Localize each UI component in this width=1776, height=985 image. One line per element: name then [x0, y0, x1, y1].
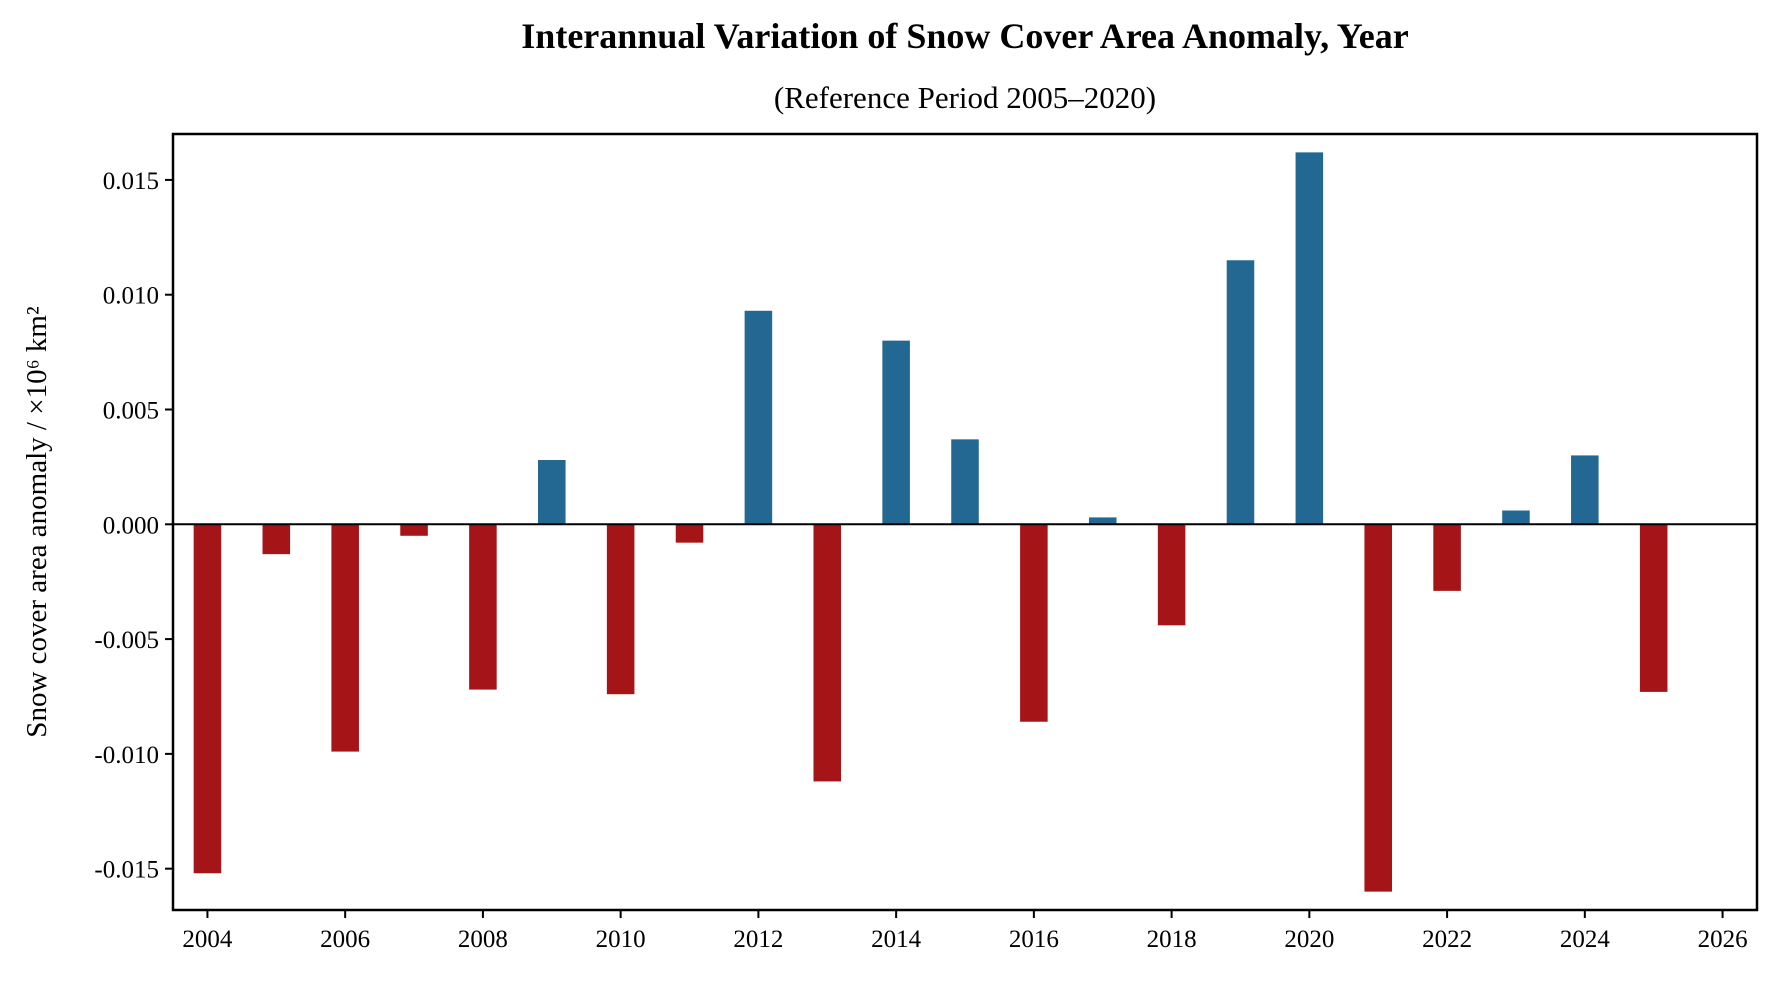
y-tick-label: -0.010 — [94, 742, 159, 769]
plot-frame — [171, 132, 1759, 912]
bar-2011 — [675, 524, 704, 543]
y-tick-label: -0.005 — [94, 627, 159, 654]
bar-2022 — [1433, 524, 1461, 591]
chart-title: Interannual Variation of Snow Cover Area… — [521, 16, 1408, 56]
bar-2005 — [262, 524, 291, 555]
bar-2023 — [1502, 510, 1530, 525]
bar-2025 — [1639, 524, 1668, 692]
bar-2010 — [606, 524, 635, 695]
x-tick-label: 2004 — [182, 926, 233, 953]
bar-2019 — [1226, 260, 1255, 525]
bar-2013 — [813, 524, 842, 782]
bar-2004 — [193, 524, 222, 874]
x-tick-label: 2016 — [1009, 926, 1059, 953]
y-tick-label: 0.000 — [103, 512, 159, 539]
y-tick-label: 0.015 — [103, 168, 159, 195]
bar-2012 — [744, 310, 773, 525]
y-axis-label: Snow cover area anomaly / ×10⁶ km² — [21, 306, 53, 738]
bar-2024 — [1571, 455, 1599, 525]
bar-2016 — [1020, 524, 1048, 722]
bar-2021 — [1364, 524, 1392, 892]
y-tick-label: 0.005 — [103, 398, 159, 425]
y-tick-label: -0.015 — [94, 857, 159, 884]
chart-subtitle: (Reference Period 2005–2020) — [774, 80, 1156, 115]
x-tick-label: 2008 — [458, 926, 508, 953]
x-tick-label: 2026 — [1698, 926, 1748, 953]
x-tick-label: 2010 — [596, 926, 646, 953]
x-tick-label: 2024 — [1560, 926, 1611, 953]
bar-2014 — [882, 340, 910, 525]
x-tick-label: 2012 — [733, 926, 783, 953]
x-tick-label: 2014 — [871, 926, 922, 953]
bar-2018 — [1157, 524, 1186, 626]
x-tick-label: 2006 — [320, 926, 370, 953]
x-tick-label: 2020 — [1284, 926, 1334, 953]
bar-2009 — [538, 460, 566, 525]
x-tick-label: 2018 — [1147, 926, 1197, 953]
y-tick-label: 0.010 — [103, 283, 159, 310]
bar-2020 — [1295, 152, 1324, 525]
bar-2008 — [469, 524, 497, 690]
x-tick-label: 2022 — [1422, 926, 1472, 953]
bar-2006 — [331, 524, 359, 752]
bar-2007 — [400, 524, 428, 536]
bar-2017 — [1088, 517, 1117, 525]
bar-2015 — [951, 439, 979, 525]
